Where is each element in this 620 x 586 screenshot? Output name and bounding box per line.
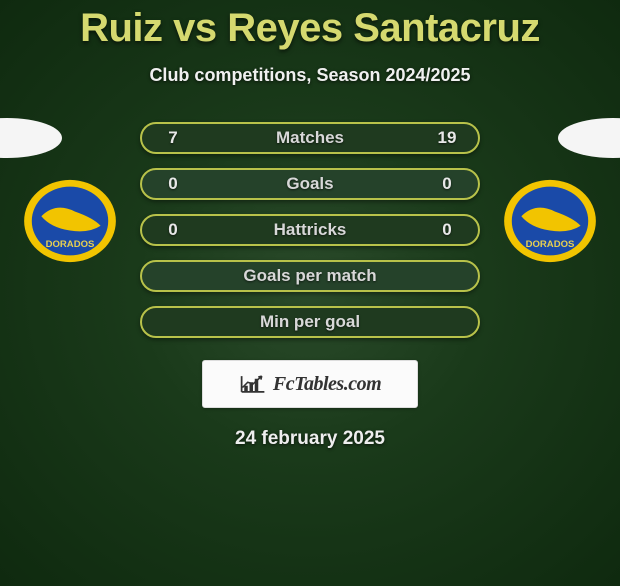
- stat-value-left: 0: [156, 220, 190, 240]
- stat-label: Min per goal: [190, 312, 430, 332]
- stat-row: Min per goal: [140, 306, 480, 338]
- stat-value-left: 7: [156, 128, 190, 148]
- stat-value-right: 0: [430, 174, 464, 194]
- svg-text:DORADOS: DORADOS: [46, 239, 95, 250]
- team-crest-right: DORADOS: [502, 178, 598, 264]
- player-left-placeholder: [0, 118, 62, 158]
- stat-row: 0Goals0: [140, 168, 480, 200]
- stat-label: Goals: [190, 174, 430, 194]
- stat-label: Goals per match: [190, 266, 430, 286]
- stat-row: Goals per match: [140, 260, 480, 292]
- brand-chart-icon: [239, 373, 267, 395]
- date-label: 24 february 2025: [0, 428, 620, 450]
- brand-label: FcTables.com: [273, 373, 381, 396]
- subtitle: Club competitions, Season 2024/2025: [0, 65, 620, 86]
- stats-area: DORADOS DORADOS 7Matches190Goals00Hattri…: [0, 122, 620, 338]
- stat-value-right: 0: [430, 220, 464, 240]
- stat-value-left: 0: [156, 174, 190, 194]
- stat-row: 7Matches19: [140, 122, 480, 154]
- team-crest-left: DORADOS: [22, 178, 118, 264]
- stat-value-right: 19: [430, 128, 464, 148]
- svg-text:DORADOS: DORADOS: [526, 239, 575, 250]
- stat-row: 0Hattricks0: [140, 214, 480, 246]
- stat-label: Hattricks: [190, 220, 430, 240]
- brand-box[interactable]: FcTables.com: [202, 360, 418, 408]
- page-title: Ruiz vs Reyes Santacruz: [0, 6, 620, 51]
- player-right-placeholder: [558, 118, 620, 158]
- stat-label: Matches: [190, 128, 430, 148]
- stats-rows: 7Matches190Goals00Hattricks0Goals per ma…: [140, 122, 480, 338]
